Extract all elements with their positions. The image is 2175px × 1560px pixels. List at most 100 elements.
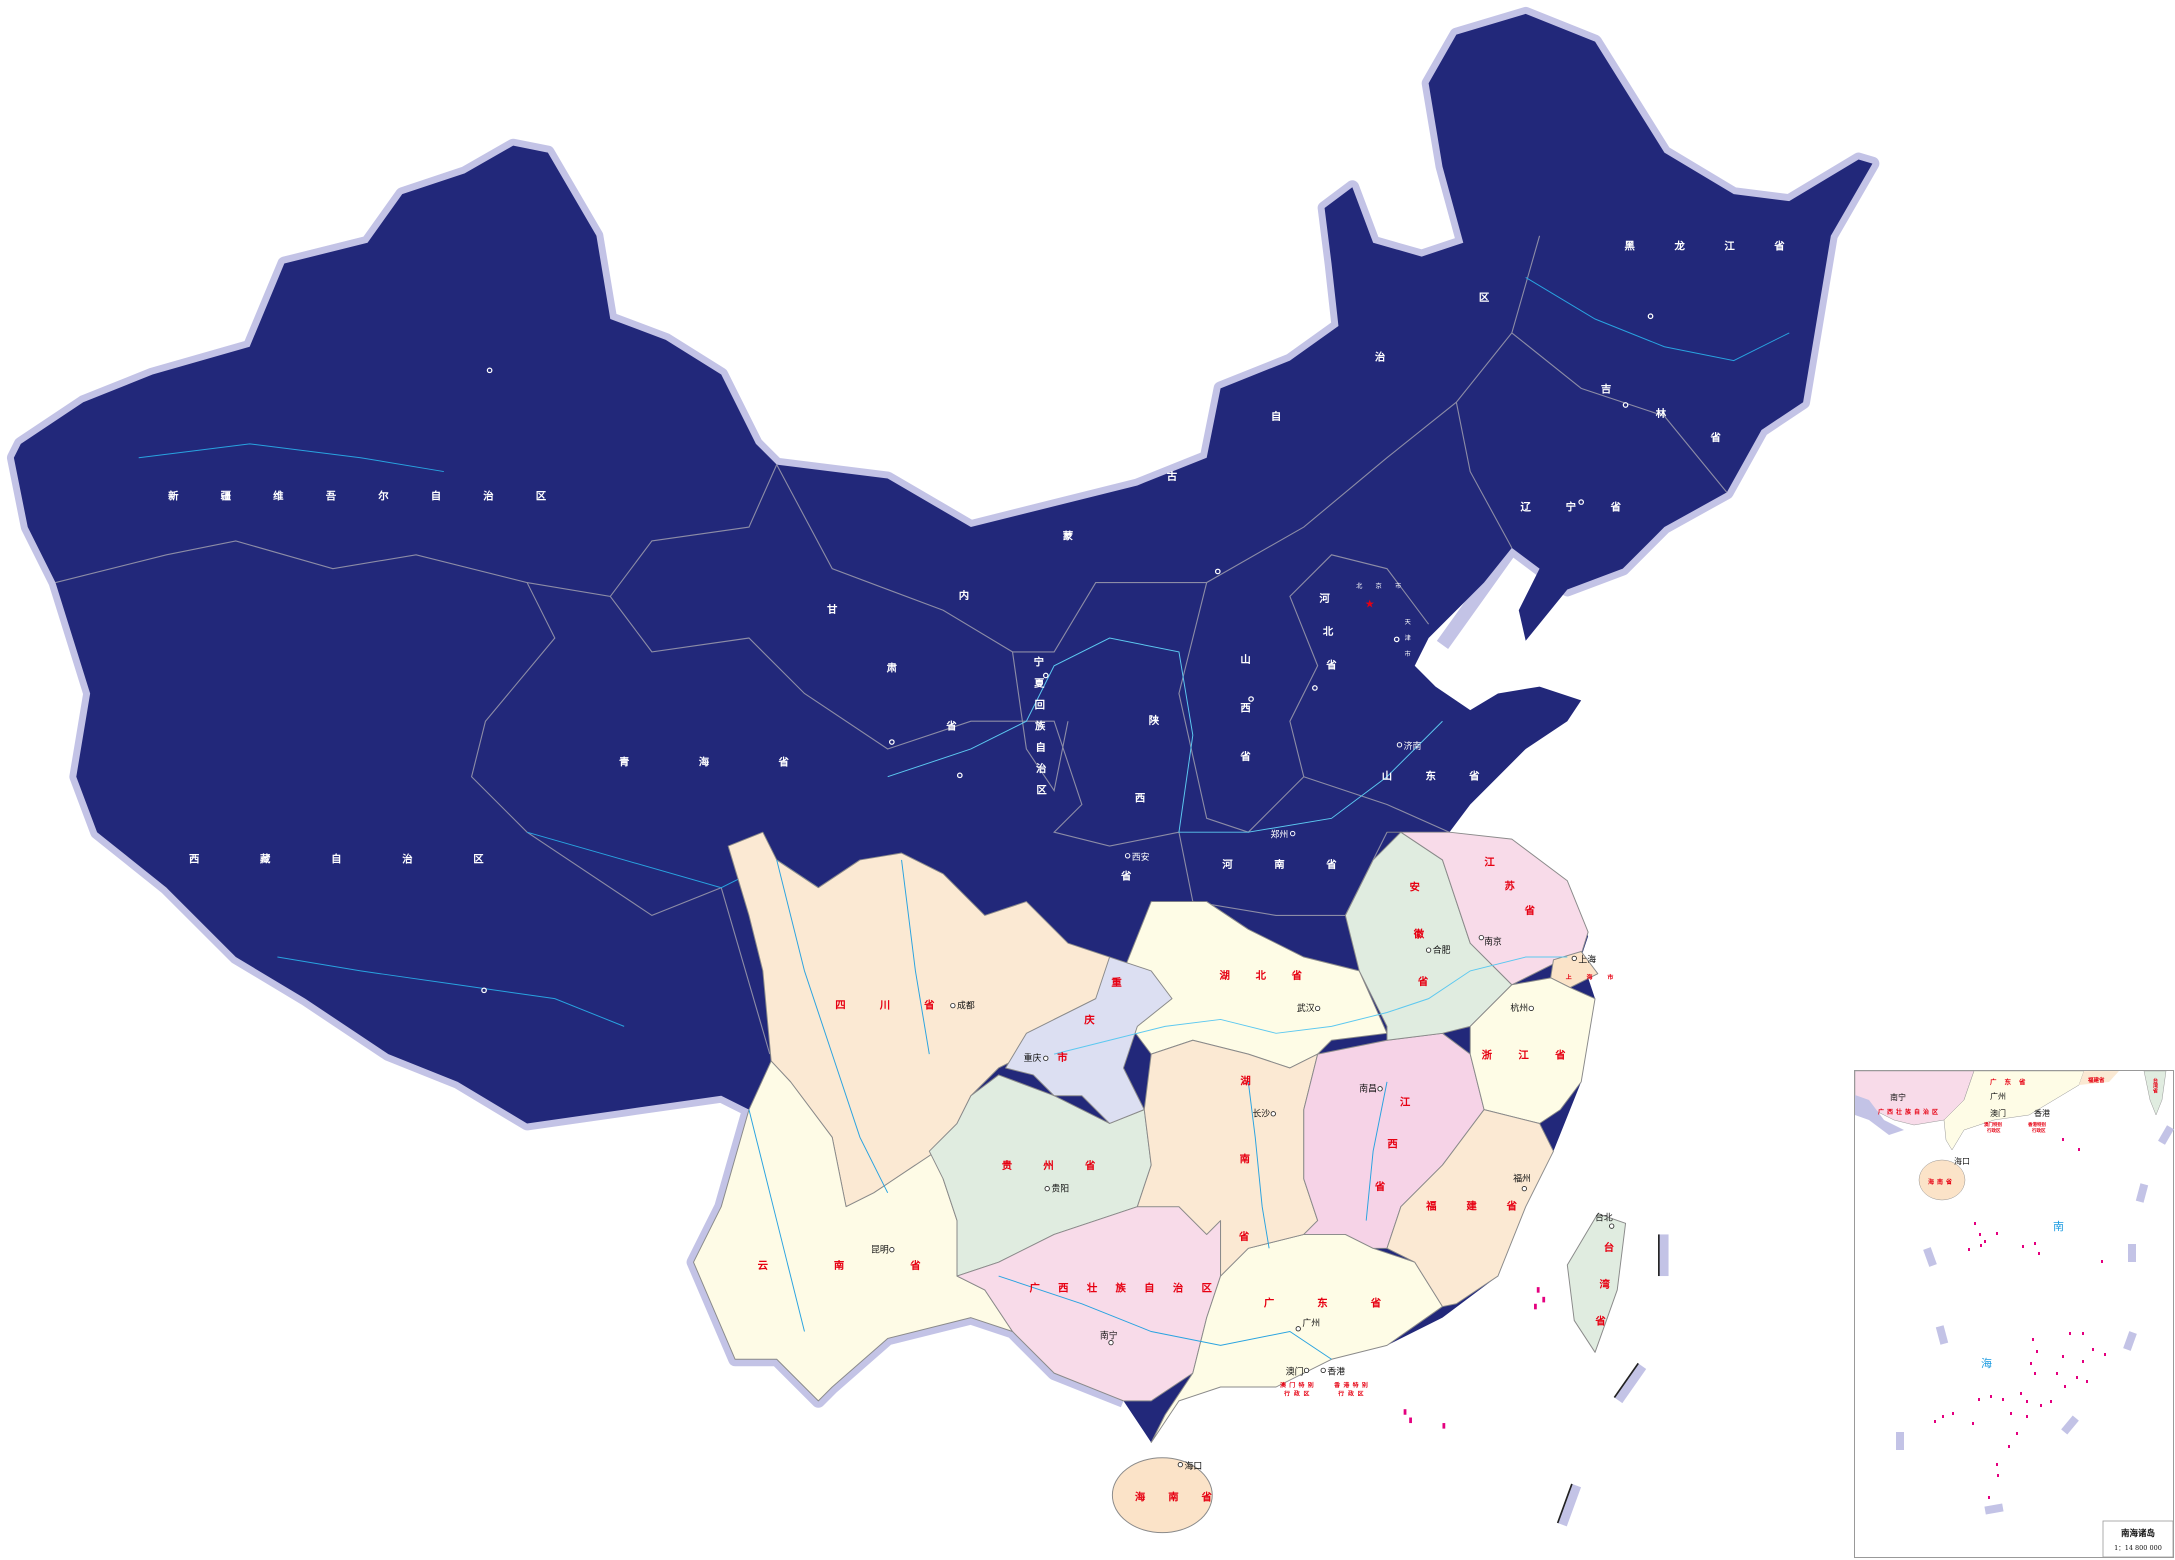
city-nanchang: 南昌: [1359, 1083, 1383, 1095]
province-labels-south: 四川省 重庆市 湖北省 湖南省 贵州省 云南省 广西壮族自治区 广东省 江西省 …: [758, 855, 1614, 1503]
inset-sea-label-1: 南: [2053, 1220, 2064, 1233]
svg-text:台北: 台北: [1595, 1212, 1613, 1224]
label-shandong: 山东省: [1382, 769, 1480, 782]
inset-hainan: [1918, 1159, 1966, 1201]
label-liaoning: 辽宁省: [1521, 500, 1622, 513]
city-wuhan: 武汉: [1297, 1002, 1321, 1014]
svg-text:南宁: 南宁: [1100, 1329, 1118, 1341]
svg-text:南京: 南京: [1484, 936, 1502, 948]
city-changsha: 长沙: [1252, 1108, 1276, 1120]
svg-text:香港: 香港: [1327, 1366, 1345, 1378]
inset-label-guangxi: 广西壮族自治区: [1878, 1108, 1941, 1116]
rivers-south: [748, 859, 1568, 1360]
inset-islands: [1934, 1138, 2106, 1499]
city-guangzhou: 广州: [1295, 1317, 1320, 1332]
label-hebei: 河北省: [1319, 593, 1337, 672]
province-hunan: [1136, 1039, 1319, 1277]
label-jiangxi: 江西省: [1374, 1095, 1411, 1193]
label-shanxi: 山西省: [1239, 653, 1251, 763]
svg-text:海口: 海口: [1184, 1460, 1202, 1472]
inset-label-guangdong: 广东省: [1990, 1077, 2034, 1086]
label-qinghai: 青海省: [619, 756, 790, 769]
label-jilin: 吉林省: [1601, 383, 1722, 445]
inset-label-hongkong-1: 香港特别: [2027, 1121, 2046, 1128]
label-ningxia: 宁夏回族自治区: [1033, 656, 1047, 797]
inset-city-nanning: 南宁: [1890, 1092, 1906, 1102]
city-shanghai: 上海: [1571, 954, 1596, 966]
city-fuzhou: 福州: [1513, 1173, 1531, 1192]
inset-taiwan: [2143, 1070, 2167, 1116]
label-guangxi: 广西壮族自治区: [1030, 1281, 1213, 1294]
label-anhui: 安徽省: [1410, 880, 1429, 987]
province-hainan: [1111, 1457, 1213, 1534]
svg-text:重庆: 重庆: [1024, 1052, 1042, 1064]
inset-label-hongkong-2: 行政区: [2031, 1127, 2046, 1134]
svg-text:合肥: 合肥: [1433, 944, 1451, 956]
city-guiyang: 贵阳: [1044, 1182, 1069, 1194]
svg-text:昆明: 昆明: [871, 1244, 889, 1255]
city-kunming: 昆明: [871, 1244, 895, 1255]
province-shanghai: [1550, 950, 1599, 989]
city-taipei: 台北: [1595, 1212, 1615, 1229]
city-nanjing: 南京: [1478, 934, 1502, 948]
city-haikou: 海口: [1177, 1460, 1202, 1472]
label-yunnan: 云南省: [758, 1259, 922, 1272]
city-hangzhou: 杭州: [1510, 1002, 1534, 1014]
svg-text:南昌: 南昌: [1359, 1083, 1377, 1095]
label-hubei: 湖北省: [1220, 969, 1303, 982]
svg-text:贵阳: 贵阳: [1051, 1182, 1069, 1194]
label-jiangsu: 江苏省: [1484, 855, 1535, 917]
south-china-sea-inset: 南宁 广西壮族自治区 广东省 广州 澳门 香港 澳门特别 行政区 香港特别 行政…: [1854, 1070, 2174, 1558]
svg-text:福州: 福州: [1513, 1173, 1531, 1185]
svg-text:西安: 西安: [1132, 851, 1150, 863]
capital-star-icon: ★: [1365, 598, 1375, 611]
city-labels: 成都 重庆 武汉 长沙 贵阳 昆明 南宁 广州 澳门 香港 海口 南昌 合肥 南…: [871, 740, 1615, 1472]
city-hefei: 合肥: [1425, 944, 1451, 956]
province-fujian: [1386, 1109, 1554, 1308]
province-labels-north: 新疆维吾尔自治区 西藏自治区 青海省 甘肃省 内蒙古自治区 黑龙江省 吉林省 辽…: [168, 240, 1785, 883]
city-nanning: 南宁: [1100, 1329, 1118, 1346]
inset-label-taiwan: 台湾省: [2152, 1077, 2159, 1094]
svg-text:杭州: 杭州: [1510, 1002, 1528, 1014]
city-zhengzhou: 郑州: [1270, 829, 1296, 841]
label-xinjiang: 新疆维吾尔自治区: [168, 489, 547, 502]
label-zhejiang: 浙江省: [1482, 1048, 1567, 1061]
inset-labels: 南宁 广西壮族自治区 广东省 广州 澳门 香港 澳门特别 行政区 香港特别 行政…: [1878, 1076, 2159, 1370]
label-hongkong-2: 行政区: [1337, 1389, 1363, 1397]
label-shanghai: 上海市: [1566, 973, 1614, 981]
city-chongqing: 重庆: [1024, 1052, 1049, 1064]
city-hongkong: 香港: [1320, 1366, 1345, 1378]
label-neimenggu: 内蒙古自治区: [959, 292, 1490, 602]
label-macau-1: 澳门特别: [1280, 1381, 1314, 1389]
label-hongkong-1: 香港特别: [1334, 1381, 1368, 1389]
svg-text:广州: 广州: [1302, 1317, 1320, 1329]
inset-city-hongkong: 香港: [2034, 1108, 2050, 1118]
label-guangdong: 广东省: [1264, 1297, 1382, 1310]
islands: [1403, 1287, 1546, 1429]
inset-label-hainan: 海南省: [1928, 1178, 1955, 1186]
inset-city-macau: 澳门: [1990, 1108, 2006, 1118]
label-sichuan: 四川省: [835, 998, 935, 1011]
southern-provinces: [693, 831, 1627, 1534]
province-zhejiang: [1469, 977, 1596, 1124]
label-hunan: 湖南省: [1238, 1075, 1251, 1243]
province-jiangsu: [1386, 831, 1589, 986]
province-taiwan: [1566, 1213, 1627, 1353]
inset-guangdong: [1943, 1070, 2085, 1151]
label-hainan: 海南省: [1135, 1491, 1213, 1504]
label-henan: 河南省: [1222, 858, 1337, 871]
svg-text:郑州: 郑州: [1270, 829, 1288, 841]
label-shaanxi: 陕西省: [1120, 714, 1160, 882]
inset-label-macau-2: 行政区: [1986, 1127, 2001, 1134]
svg-text:上海: 上海: [1578, 954, 1596, 966]
province-boundaries-north: [55, 235, 1728, 1055]
svg-text:济南: 济南: [1404, 740, 1422, 752]
inset-scale: 1：14 800 000: [2114, 1544, 2162, 1552]
inset-label-fujian: 福建省: [2087, 1076, 2105, 1084]
city-chengdu: 成都: [950, 999, 975, 1011]
label-beijing: 北京市: [1356, 582, 1401, 590]
label-heilongjiang: 黑龙江省: [1625, 240, 1786, 253]
city-jinan: 济南: [1396, 740, 1422, 752]
svg-text:成都: 成都: [957, 999, 975, 1011]
